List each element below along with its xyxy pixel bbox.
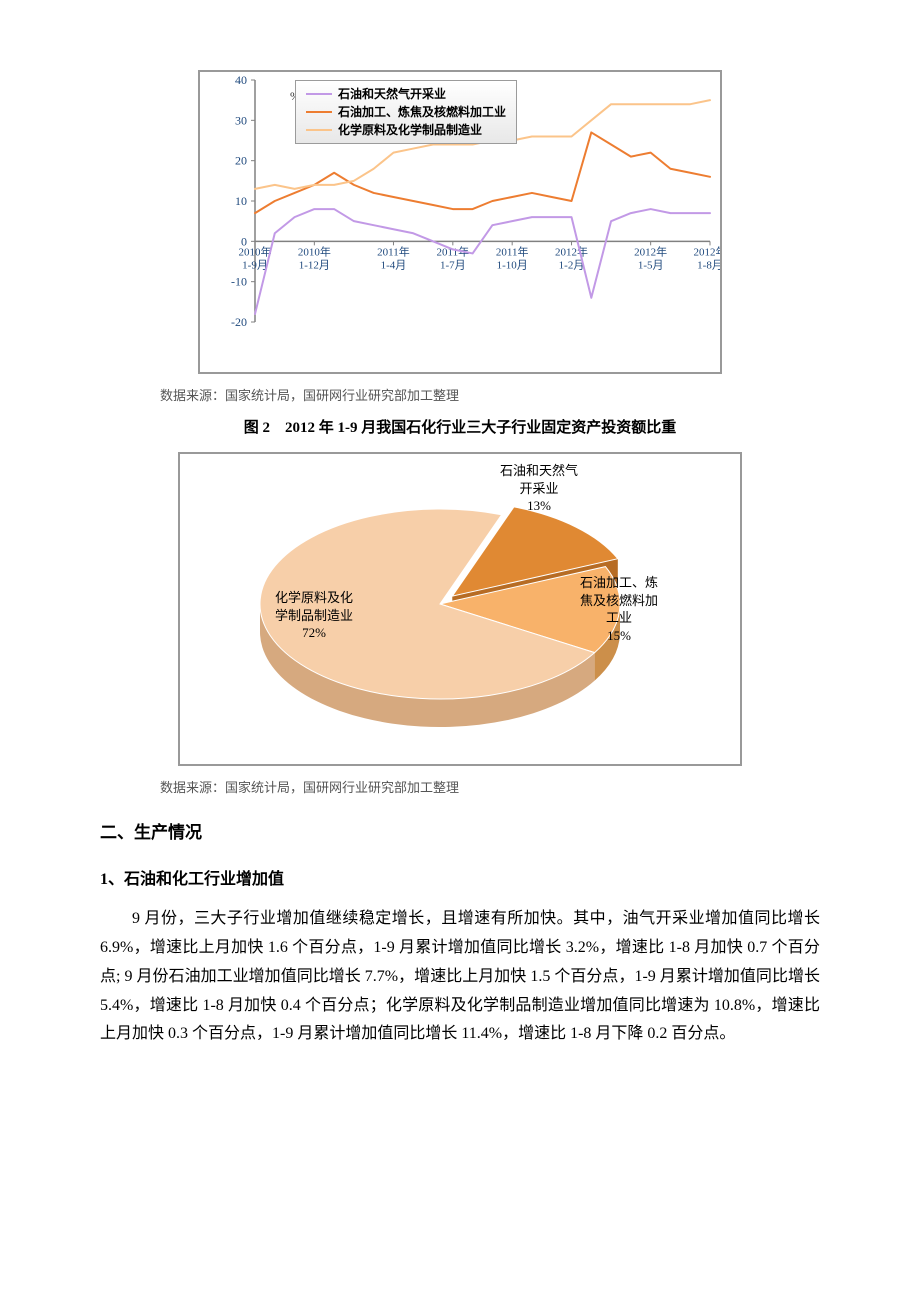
section-2-heading: 二、生产情况 bbox=[100, 818, 820, 849]
svg-text:1-9月: 1-9月 bbox=[242, 259, 268, 271]
svg-text:1-12月: 1-12月 bbox=[299, 259, 330, 271]
line-chart-legend: 石油和天然气开采业 石油加工、炼焦及核燃料加工业 化学原料及化学制品制造业 bbox=[295, 80, 517, 144]
source-note-2: 数据来源：国家统计局，国研网行业研究部加工整理 bbox=[160, 776, 820, 799]
svg-text:1-2月: 1-2月 bbox=[559, 259, 585, 271]
pie-slice-label: 石油加工、炼焦及核燃料加工业15% bbox=[580, 574, 658, 644]
svg-text:2010年: 2010年 bbox=[298, 244, 331, 258]
svg-text:-10: -10 bbox=[231, 275, 247, 289]
svg-text:2012年: 2012年 bbox=[634, 244, 667, 258]
legend-swatch bbox=[306, 111, 332, 113]
pie-chart-container: 石油和天然气开采业13% 石油加工、炼焦及核燃料加工业15% 化学原料及化学制品制造… bbox=[100, 452, 820, 766]
legend-swatch bbox=[306, 129, 332, 131]
svg-text:1-10月: 1-10月 bbox=[497, 259, 528, 271]
svg-text:2012年: 2012年 bbox=[694, 244, 721, 258]
svg-text:2011年: 2011年 bbox=[377, 244, 410, 258]
pie-slice-label: 石油和天然气开采业13% bbox=[500, 462, 578, 515]
legend-row: 石油加工、炼焦及核燃料加工业 bbox=[306, 103, 506, 121]
legend-label: 化学原料及化学制品制造业 bbox=[338, 121, 482, 139]
body-paragraph: 9 月份，三大子行业增加值继续稳定增长，且增速有所加快。其中，油气开采业增加值同… bbox=[100, 905, 820, 1049]
legend-row: 化学原料及化学制品制造业 bbox=[306, 121, 506, 139]
pie-chart-frame: 石油和天然气开采业13% 石油加工、炼焦及核燃料加工业15% 化学原料及化学制品制造… bbox=[178, 452, 742, 766]
svg-text:-20: -20 bbox=[231, 315, 247, 329]
svg-text:2012年: 2012年 bbox=[555, 244, 588, 258]
svg-text:2010年: 2010年 bbox=[239, 244, 272, 258]
figure-2-caption: 图 2 2012 年 1-9 月我国石化行业三大子行业固定资产投资额比重 bbox=[100, 415, 820, 442]
svg-text:10: 10 bbox=[235, 194, 247, 208]
line-chart-frame: -20-10010203040%2010年1-9月2010年1-12月2011年… bbox=[198, 70, 722, 374]
subsection-1-heading: 1、石油和化工行业增加值 bbox=[100, 866, 820, 895]
legend-row: 石油和天然气开采业 bbox=[306, 85, 506, 103]
svg-text:40: 40 bbox=[235, 73, 247, 87]
svg-text:1-7月: 1-7月 bbox=[440, 259, 466, 271]
svg-text:30: 30 bbox=[235, 113, 247, 127]
svg-text:1-4月: 1-4月 bbox=[381, 259, 407, 271]
source-note-1: 数据来源：国家统计局，国研网行业研究部加工整理 bbox=[160, 384, 820, 407]
svg-text:1-5月: 1-5月 bbox=[638, 259, 664, 271]
legend-label: 石油和天然气开采业 bbox=[338, 85, 446, 103]
legend-swatch bbox=[306, 93, 332, 95]
legend-label: 石油加工、炼焦及核燃料加工业 bbox=[338, 103, 506, 121]
pie-slice-label: 化学原料及化学制品制造业72% bbox=[275, 589, 353, 642]
line-chart-container: -20-10010203040%2010年1-9月2010年1-12月2011年… bbox=[100, 70, 820, 374]
svg-text:1-8月: 1-8月 bbox=[697, 259, 720, 271]
svg-text:20: 20 bbox=[235, 154, 247, 168]
svg-text:2011年: 2011年 bbox=[496, 244, 529, 258]
